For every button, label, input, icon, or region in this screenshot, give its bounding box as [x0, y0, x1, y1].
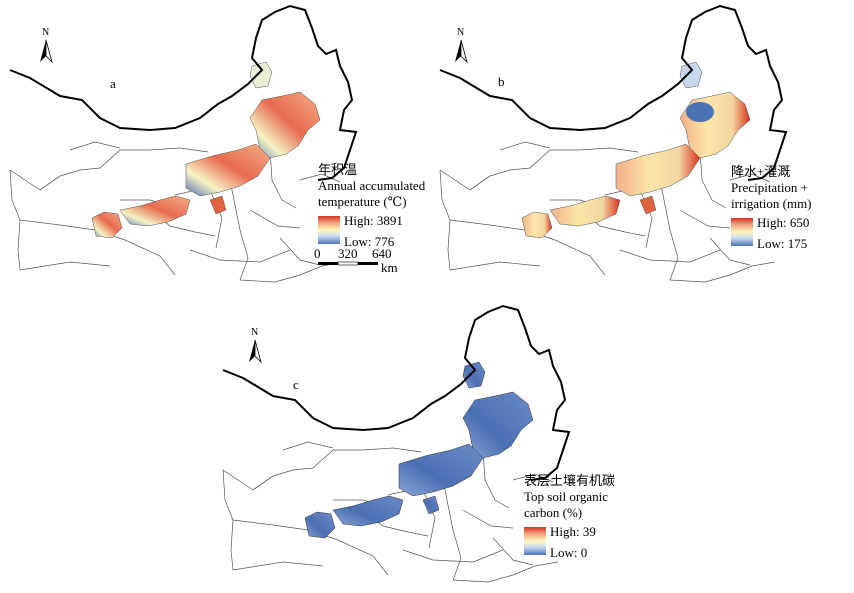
- panel-label: a: [110, 76, 116, 91]
- map-panel-c: N c 表层土壤有机碳 Top soil organic carbon (%) …: [213, 300, 643, 593]
- legend-low: Low: 175: [757, 236, 808, 251]
- legend-low: Low: 0: [550, 545, 588, 560]
- legend-title-en-2: irrigation (mm): [731, 196, 812, 211]
- map-panel-a: N a 年积温 Annual accumulated temperature (…: [0, 0, 430, 300]
- legend-title-en-2: temperature (℃): [318, 194, 407, 209]
- scale-bar: [318, 261, 378, 266]
- north-arrow-icon: [455, 39, 468, 64]
- map-b: [439, 5, 787, 283]
- north-label: N: [457, 27, 465, 38]
- legend-title-en-1: Precipitation +: [731, 180, 809, 195]
- legend-color-bar: [318, 216, 340, 244]
- legend-title-cn: 表层土壤有机碳: [524, 473, 616, 488]
- map-panel-b: N b 降水+灌溉 Precipitation + irrigation (mm…: [430, 0, 854, 300]
- map-a: [9, 5, 378, 283]
- scale-unit: km: [381, 260, 398, 275]
- panel-label: c: [293, 377, 299, 392]
- legend-high: High: 650: [757, 215, 810, 230]
- legend-high: High: 39: [550, 524, 596, 539]
- north-label: N: [251, 327, 259, 338]
- legend-title-cn: 降水+灌溉: [731, 164, 791, 179]
- legend-color-bar: [524, 527, 546, 555]
- legend-title-en-2: carbon (%): [524, 505, 583, 520]
- scale-tick-0: 0: [314, 246, 321, 261]
- scale-tick-320: 320: [338, 246, 358, 261]
- scale-tick-640: 640: [372, 246, 392, 261]
- north-arrow-icon: [249, 339, 262, 364]
- legend-color-bar: [731, 218, 753, 246]
- map-c: [222, 305, 570, 583]
- legend-title-en-1: Annual accumulated: [318, 178, 426, 193]
- legend-title-en-1: Top soil organic: [524, 489, 609, 504]
- legend-high: High: 3891: [344, 213, 403, 228]
- legend-title-cn: 年积温: [318, 162, 358, 177]
- north-label: N: [42, 27, 50, 38]
- panel-label: b: [498, 74, 505, 89]
- north-arrow-icon: [40, 39, 53, 64]
- legend-low: Low: 776: [344, 234, 395, 249]
